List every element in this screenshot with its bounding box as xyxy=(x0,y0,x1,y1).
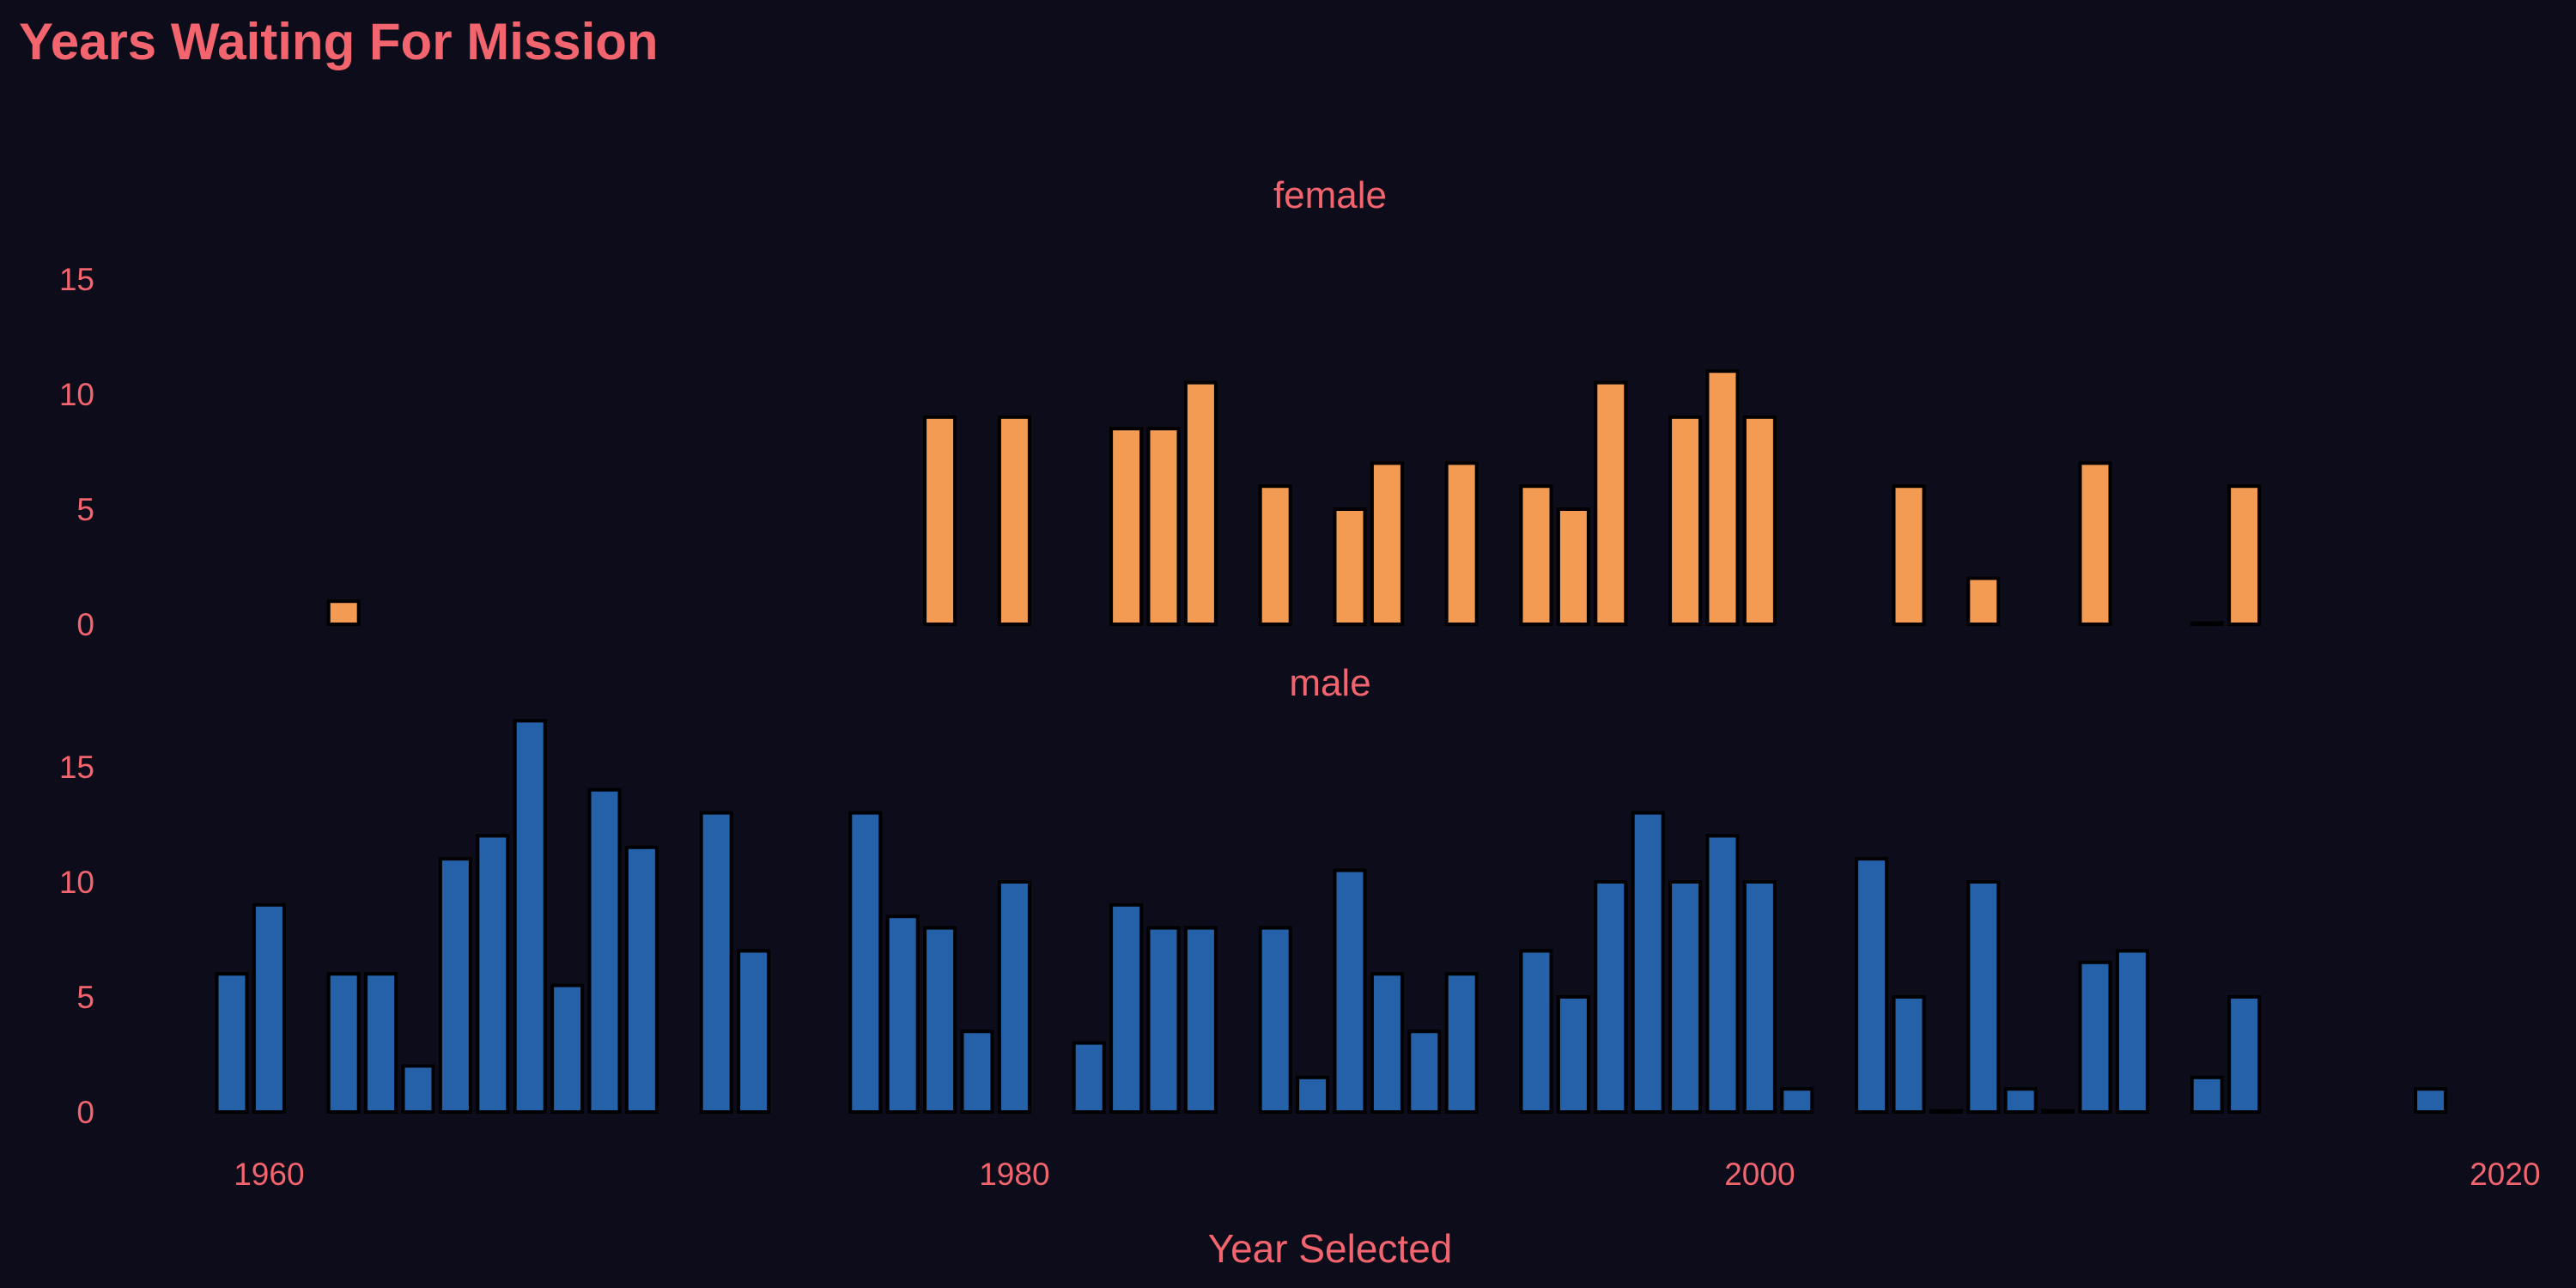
x-tick-label: 2000 xyxy=(1724,1157,1795,1192)
facet-label-male: male xyxy=(1289,662,1370,704)
facet-panel-female: female 0 5 10 15 xyxy=(59,174,2262,642)
bar-female-1978 xyxy=(923,415,957,626)
bar-male-2009 xyxy=(2078,960,2112,1115)
bar-male-1984 xyxy=(1146,926,1181,1114)
bar-male-1995 xyxy=(1556,995,1590,1114)
y-tick-label: 15 xyxy=(59,750,94,785)
bar-male-1976 xyxy=(848,811,883,1114)
bar-male-1963 xyxy=(364,972,398,1114)
chart-title: Years Waiting For Mission xyxy=(19,13,659,70)
bar-male-2004 xyxy=(1892,995,1926,1114)
bar-female-1985 xyxy=(1183,380,1218,626)
bar-male-1968 xyxy=(550,983,585,1114)
bar-male-1985 xyxy=(1183,926,1218,1114)
bar-male-2010 xyxy=(2115,949,2149,1115)
bar-male-1988 xyxy=(1296,1075,1330,1115)
bar-male-1996 xyxy=(1594,880,1628,1114)
bar-male-2008 xyxy=(2041,1109,2075,1114)
y-tick-label: 10 xyxy=(59,377,94,412)
bar-female-1990 xyxy=(1370,461,1404,627)
bar-male-1977 xyxy=(885,914,920,1114)
bar-female-2013 xyxy=(2227,484,2262,627)
bar-male-2006 xyxy=(1966,880,2001,1114)
bar-female-2004 xyxy=(1892,484,1926,627)
bar-male-2013 xyxy=(2227,995,2262,1114)
bar-male-1992 xyxy=(1444,972,1479,1114)
facet-panel-male: male 0 5 10 15 xyxy=(59,662,2448,1130)
bar-male-1978 xyxy=(923,926,957,1114)
bar-male-2000 xyxy=(1742,880,1777,1114)
bar-male-2003 xyxy=(1855,857,1889,1114)
bar-female-1987 xyxy=(1258,484,1292,627)
bar-male-2012 xyxy=(2190,1075,2224,1115)
x-tick-label: 2020 xyxy=(2470,1157,2540,1192)
x-axis-ticks: 1960 1980 2000 2020 xyxy=(234,1157,2540,1192)
bar-male-1964 xyxy=(401,1064,435,1115)
bar-male-1998 xyxy=(1668,880,1703,1114)
bar-male-1980 xyxy=(997,880,1031,1114)
bars-male xyxy=(215,719,2448,1115)
y-axis-ticks-male: 0 5 10 15 xyxy=(59,750,94,1130)
y-tick-label: 0 xyxy=(76,607,94,642)
bar-male-1960 xyxy=(252,902,286,1115)
bar-male-1983 xyxy=(1109,902,1144,1115)
bar-male-1979 xyxy=(960,1030,994,1114)
bar-male-1989 xyxy=(1333,868,1367,1114)
bar-female-1999 xyxy=(1705,369,1740,626)
bar-male-1967 xyxy=(513,719,547,1115)
bar-female-2009 xyxy=(2078,461,2112,627)
bar-male-1994 xyxy=(1519,949,1553,1115)
bars-female xyxy=(326,369,2262,627)
bar-female-1980 xyxy=(997,415,1031,626)
y-tick-label: 15 xyxy=(59,262,94,297)
facet-label-female: female xyxy=(1273,174,1387,216)
bar-male-1969 xyxy=(587,787,622,1114)
bar-male-1991 xyxy=(1407,1030,1442,1114)
y-tick-label: 10 xyxy=(59,865,94,900)
bar-female-1992 xyxy=(1444,461,1479,627)
bar-male-2018 xyxy=(2414,1087,2448,1114)
bar-female-2000 xyxy=(1742,415,1777,626)
bar-male-1973 xyxy=(737,949,771,1115)
bar-male-1959 xyxy=(215,972,249,1114)
x-tick-label: 1980 xyxy=(979,1157,1049,1192)
bar-male-2007 xyxy=(2003,1087,2038,1114)
bar-female-1989 xyxy=(1333,507,1367,626)
bar-male-1987 xyxy=(1258,926,1292,1114)
bar-male-1966 xyxy=(476,834,510,1115)
bar-male-1982 xyxy=(1072,1041,1106,1114)
bar-female-1962 xyxy=(326,599,361,627)
bar-male-1997 xyxy=(1631,811,1665,1114)
bar-female-1994 xyxy=(1519,484,1553,627)
bar-female-1996 xyxy=(1594,380,1628,626)
x-axis-label: Year Selected xyxy=(1208,1226,1453,1271)
y-tick-label: 5 xyxy=(76,492,94,527)
bar-female-1995 xyxy=(1556,507,1590,626)
y-tick-label: 5 xyxy=(76,980,94,1015)
bar-male-2005 xyxy=(1929,1109,1963,1114)
bar-male-1962 xyxy=(326,972,361,1114)
bar-male-1990 xyxy=(1370,972,1404,1114)
bar-male-1965 xyxy=(438,857,472,1114)
x-tick-label: 1960 xyxy=(234,1157,304,1192)
y-axis-ticks-female: 0 5 10 15 xyxy=(59,262,94,642)
bar-male-1972 xyxy=(699,811,733,1114)
bar-male-1999 xyxy=(1705,834,1740,1115)
bar-male-2001 xyxy=(1780,1087,1814,1114)
bar-female-2006 xyxy=(1966,576,2001,627)
bar-female-1983 xyxy=(1109,427,1144,627)
bar-female-2012 xyxy=(2190,621,2224,626)
bar-male-1970 xyxy=(624,845,659,1114)
bar-female-1984 xyxy=(1146,427,1181,627)
y-tick-label: 0 xyxy=(76,1095,94,1130)
bar-female-1998 xyxy=(1668,415,1703,626)
